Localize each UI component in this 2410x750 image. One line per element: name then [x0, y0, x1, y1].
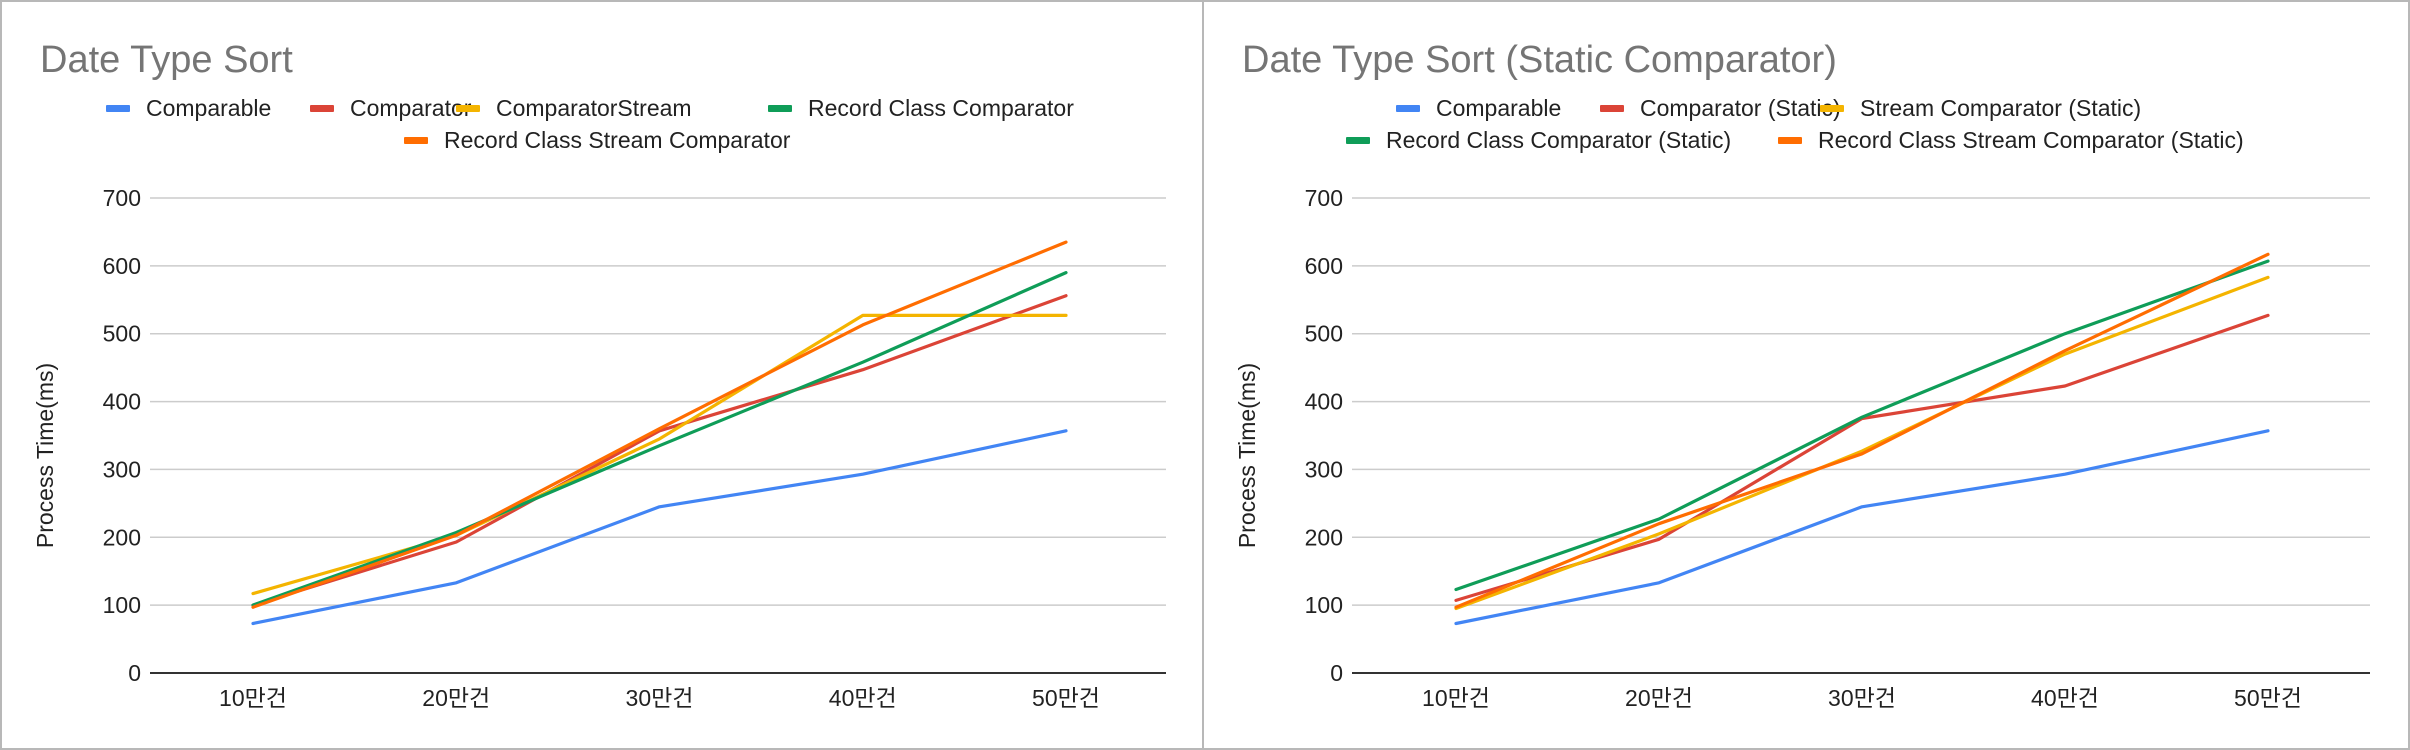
- left-y-tick-label-700: 700: [103, 185, 141, 211]
- right-y-tick-label-0: 0: [1330, 660, 1343, 686]
- left-chart-title: Date Type Sort: [40, 39, 293, 81]
- right-legend-label-stream-comparator-static[interactable]: Stream Comparator (Static): [1860, 95, 2141, 121]
- left-legend-swatch-record-class-stream-comparator: [404, 137, 428, 144]
- right-legend-label-comparable[interactable]: Comparable: [1436, 95, 1561, 121]
- right-series-line-stream-comparator-static[interactable]: [1454, 275, 2270, 611]
- left-series-line-comparatorstream[interactable]: [251, 313, 1068, 596]
- left-x-tick-label-2: 20만건: [422, 685, 490, 711]
- right-legend-swatch-record-class-comparator-static: [1346, 137, 1370, 144]
- right-y-tick-label-200: 200: [1305, 524, 1343, 550]
- right-legend-swatch-comparator-static: [1600, 105, 1624, 112]
- right-y-axis-title: Process Time(ms): [1234, 363, 1260, 548]
- right-chart-title: Date Type Sort (Static Comparator): [1242, 39, 1837, 81]
- right-y-tick-label-300: 300: [1305, 456, 1343, 482]
- left-legend-swatch-comparatorstream: [456, 105, 480, 112]
- right-y-tick-label-100: 100: [1305, 592, 1343, 618]
- left-x-tick-label-3: 30만건: [626, 685, 694, 711]
- right-x-tick-label-3: 30만건: [1828, 685, 1896, 711]
- left-x-tick-label-5: 50만건: [1032, 685, 1100, 711]
- left-legend-label-record-class-comparator[interactable]: Record Class Comparator: [808, 95, 1074, 121]
- right-legend-label-record-class-stream-comparator-static[interactable]: Record Class Stream Comparator (Static): [1818, 127, 2244, 153]
- left-series-line-comparable[interactable]: [251, 429, 1068, 626]
- left-series-line-record-class-comparator[interactable]: [251, 271, 1068, 607]
- right-y-tick-label-500: 500: [1305, 321, 1343, 347]
- left-y-tick-label-200: 200: [103, 524, 141, 550]
- left-legend-label-comparable[interactable]: Comparable: [146, 95, 271, 121]
- left-series-line-comparator[interactable]: [251, 294, 1068, 607]
- left-legend-swatch-record-class-comparator: [768, 105, 792, 112]
- left-y-tick-label-500: 500: [103, 321, 141, 347]
- left-legend-swatch-comparable: [106, 105, 130, 112]
- right-x-tick-label-5: 50만건: [2234, 685, 2302, 711]
- left-legend-label-record-class-stream-comparator[interactable]: Record Class Stream Comparator: [444, 127, 791, 153]
- left-y-axis-title: Process Time(ms): [32, 363, 58, 548]
- left-legend-swatch-comparator: [310, 105, 334, 112]
- right-series-line-record-class-stream-comparator-static[interactable]: [1454, 252, 2270, 609]
- left-y-tick-label-0: 0: [128, 660, 141, 686]
- left-x-tick-label-4: 40만건: [829, 685, 897, 711]
- chart-panel-frame-left: [0, 0, 1204, 750]
- right-series-line-comparable[interactable]: [1454, 429, 2270, 626]
- right-x-tick-label-2: 20만건: [1625, 685, 1693, 711]
- left-y-tick-label-600: 600: [103, 253, 141, 279]
- right-x-tick-label-1: 10만건: [1422, 685, 1490, 711]
- right-y-tick-label-400: 400: [1305, 389, 1343, 415]
- chart-panel-frame-right: [1202, 0, 2410, 750]
- right-legend-swatch-record-class-stream-comparator-static: [1778, 137, 1802, 144]
- left-y-tick-label-300: 300: [103, 456, 141, 482]
- right-legend-label-comparator-static[interactable]: Comparator (Static): [1640, 95, 1841, 121]
- right-legend-label-record-class-comparator-static[interactable]: Record Class Comparator (Static): [1386, 127, 1731, 153]
- right-y-tick-label-600: 600: [1305, 253, 1343, 279]
- right-legend-swatch-comparable: [1396, 105, 1420, 112]
- right-y-tick-label-700: 700: [1305, 185, 1343, 211]
- left-y-tick-label-400: 400: [103, 389, 141, 415]
- right-x-tick-label-4: 40만건: [2031, 685, 2099, 711]
- right-legend-swatch-stream-comparator-static: [1820, 105, 1844, 112]
- left-legend-label-comparatorstream[interactable]: ComparatorStream: [496, 95, 692, 121]
- left-x-tick-label-1: 10만건: [219, 685, 287, 711]
- left-legend-label-comparator[interactable]: Comparator: [350, 95, 472, 121]
- left-y-tick-label-100: 100: [103, 592, 141, 618]
- left-series-line-record-class-stream-comparator[interactable]: [251, 240, 1068, 609]
- right-series-line-record-class-comparator-static[interactable]: [1454, 259, 2270, 592]
